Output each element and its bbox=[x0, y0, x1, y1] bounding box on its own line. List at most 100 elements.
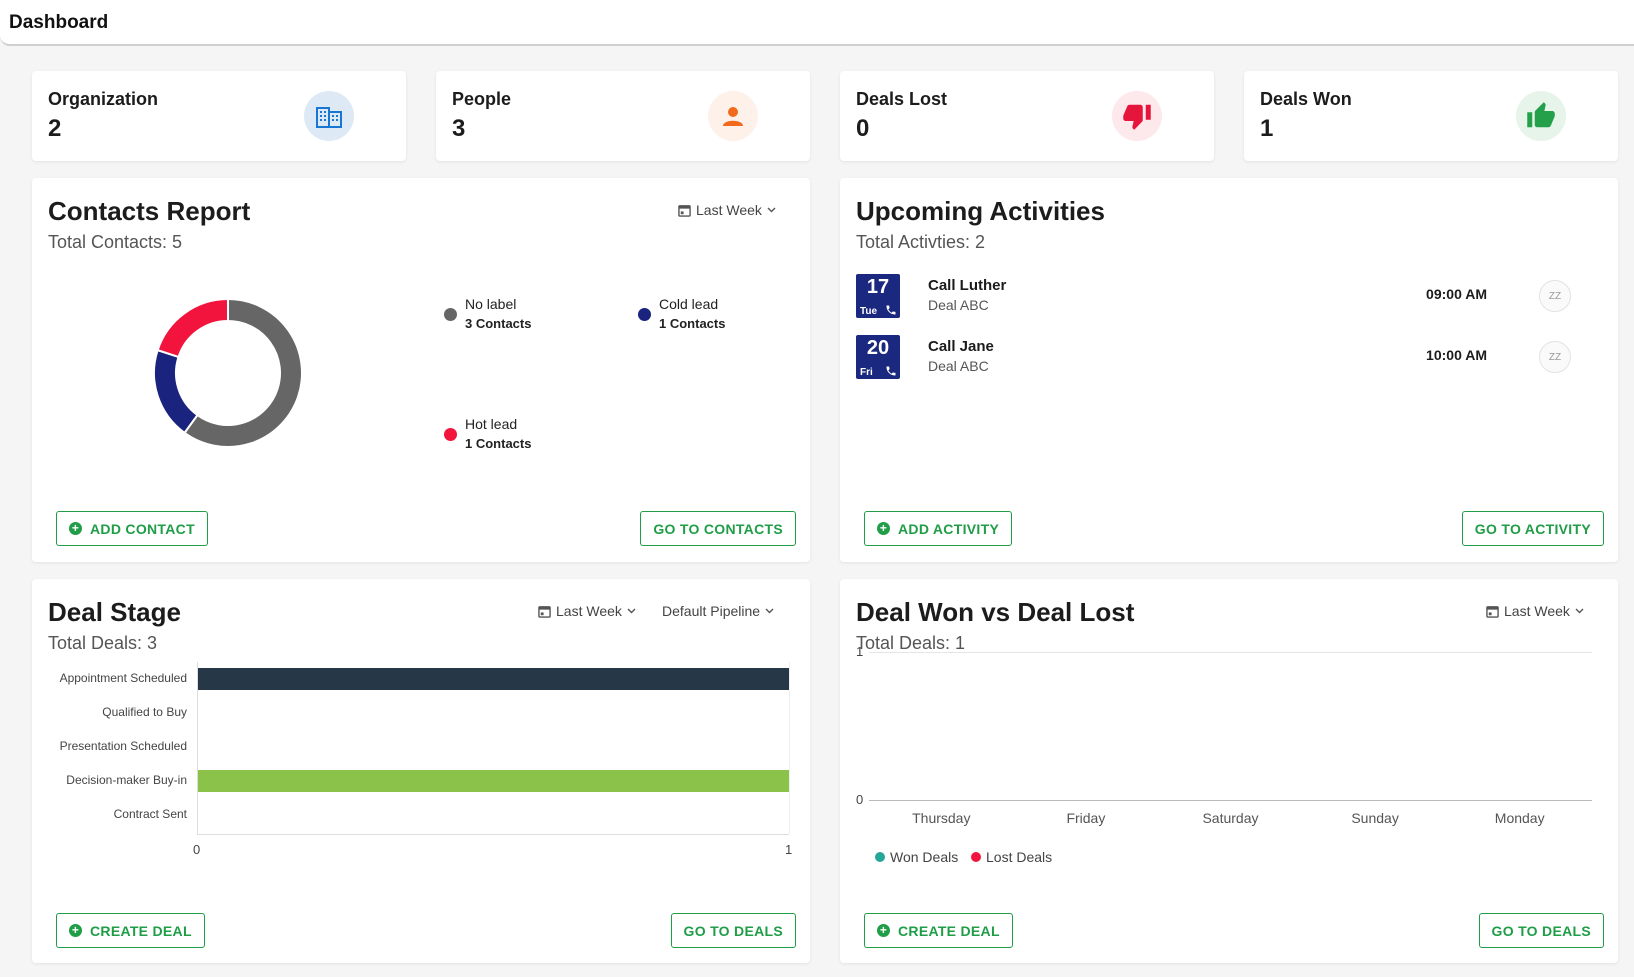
stat-label: Organization bbox=[48, 89, 159, 109]
date-filter-dropdown[interactable]: Last Week bbox=[678, 202, 776, 218]
chevron-down-icon bbox=[767, 207, 776, 213]
thumbs-up-icon bbox=[1516, 91, 1566, 141]
legend-name: Lost Deals bbox=[986, 849, 1053, 865]
x-axis-label: Monday bbox=[1494, 810, 1545, 826]
y-tick-label: 1 bbox=[856, 644, 864, 659]
legend-name: Hot lead bbox=[465, 416, 518, 432]
activity-time: 10:00 AM bbox=[1426, 347, 1487, 363]
create-deal-button[interactable]: + CREATE DEAL bbox=[56, 913, 205, 948]
deal-won-lost-line-chart: 0 1 Thursday Friday Saturday Sunday Monday Won … bbox=[840, 579, 1618, 889]
activity-name: Call Jane bbox=[928, 338, 994, 355]
snooze-button[interactable]: ZZ bbox=[1539, 341, 1571, 373]
date-filter-dropdown[interactable]: Last Week bbox=[1486, 603, 1584, 619]
legend-item[interactable]: Won Deals bbox=[875, 849, 958, 865]
donut-slice-cold-lead[interactable] bbox=[153, 348, 199, 435]
x-tick-label: 0 bbox=[193, 842, 201, 857]
donut-slice-no-label[interactable] bbox=[183, 297, 303, 448]
legend-count: 1 Contacts bbox=[659, 316, 726, 331]
calendar-icon bbox=[678, 204, 691, 217]
legend-name: Won Deals bbox=[890, 849, 959, 865]
plus-circle-icon: + bbox=[69, 522, 82, 535]
activity-item[interactable]: 17 Tue Call Luther Deal ABC 09:00 AM ZZ bbox=[856, 274, 1571, 320]
legend-dot bbox=[444, 308, 457, 321]
x-tick-label: 1 bbox=[785, 842, 793, 857]
pipeline-dropdown[interactable]: Default Pipeline bbox=[662, 603, 774, 619]
filter-label: Last Week bbox=[556, 603, 622, 619]
activity-item[interactable]: 20 Fri Call Jane Deal ABC 10:00 AM ZZ bbox=[856, 335, 1571, 381]
calendar-icon bbox=[1486, 605, 1499, 618]
stat-card-deals-lost[interactable]: Deals Lost 0 bbox=[840, 71, 1214, 161]
legend-dot bbox=[875, 852, 885, 862]
chart-gridline bbox=[869, 800, 1592, 801]
go-to-contacts-button[interactable]: GO TO CONTACTS bbox=[640, 511, 796, 546]
stat-label: People bbox=[452, 89, 512, 109]
chart-gridline bbox=[789, 662, 790, 834]
chevron-down-icon bbox=[627, 608, 636, 614]
stat-value: 0 bbox=[856, 115, 870, 142]
building-icon bbox=[304, 91, 354, 141]
x-axis-label: Friday bbox=[1066, 810, 1106, 826]
panel-subtitle: Total Deals: 3 bbox=[48, 633, 158, 653]
thumbs-down-icon bbox=[1112, 91, 1162, 141]
bar-label: Qualified to Buy bbox=[102, 705, 187, 719]
legend-dot bbox=[444, 428, 457, 441]
bar-appointment-scheduled[interactable] bbox=[198, 668, 789, 690]
chart-axis-x bbox=[197, 834, 789, 835]
deal-won-lost-panel: Deal Won vs Deal Lost Total Deals: 1 Las… bbox=[840, 579, 1618, 963]
activity-weekday: Fri bbox=[860, 367, 873, 378]
chart-axis-y bbox=[197, 662, 198, 834]
legend-item[interactable]: Lost Deals bbox=[971, 849, 1052, 865]
calendar-date-badge: 17 Tue bbox=[856, 274, 900, 318]
activity-deal: Deal ABC bbox=[928, 297, 989, 313]
plus-circle-icon: + bbox=[69, 924, 82, 937]
calendar-icon bbox=[538, 605, 551, 618]
activity-weekday: Tue bbox=[860, 306, 878, 317]
legend-dot bbox=[638, 308, 651, 321]
add-contact-button[interactable]: + ADD CONTACT bbox=[56, 511, 208, 546]
plus-circle-icon: + bbox=[877, 924, 890, 937]
go-to-deals-button[interactable]: GO TO DEALS bbox=[1478, 913, 1604, 948]
calendar-date-badge: 20 Fri bbox=[856, 335, 900, 379]
go-to-deals-button[interactable]: GO TO DEALS bbox=[670, 913, 796, 948]
stat-card-deals-won[interactable]: Deals Won 1 bbox=[1244, 71, 1618, 161]
bar-label: Presentation Scheduled bbox=[59, 739, 187, 753]
snooze-button[interactable]: ZZ bbox=[1539, 280, 1571, 312]
contacts-report-panel: Contacts Report Total Contacts: 5 Last W… bbox=[32, 178, 810, 562]
x-axis-label: Sunday bbox=[1351, 810, 1399, 826]
button-label: GO TO DEALS bbox=[1491, 922, 1591, 939]
deal-stage-bar-chart: Appointment Scheduled Qualified to Buy Pre… bbox=[32, 579, 810, 889]
create-deal-button[interactable]: + CREATE DEAL bbox=[864, 913, 1013, 948]
stat-card-people[interactable]: People 3 bbox=[436, 71, 810, 161]
bar-decision-maker-buy-in[interactable] bbox=[198, 770, 789, 792]
panel-subtitle: Total Contacts: 5 bbox=[48, 232, 183, 252]
y-tick-label: 0 bbox=[856, 792, 864, 807]
chevron-down-icon bbox=[1575, 608, 1584, 614]
legend-name: No label bbox=[465, 296, 517, 312]
button-label: ADD ACTIVITY bbox=[898, 520, 1000, 537]
go-to-activity-button[interactable]: GO TO ACTIVITY bbox=[1461, 511, 1604, 546]
deal-stage-panel: Deal Stage Total Deals: 3 Last Week Defa… bbox=[32, 579, 810, 963]
bar-label: Contract Sent bbox=[113, 807, 187, 821]
stat-value: 1 bbox=[1260, 115, 1274, 142]
person-icon bbox=[708, 91, 758, 141]
button-label: GO TO ACTIVITY bbox=[1474, 520, 1591, 537]
phone-icon bbox=[886, 366, 896, 376]
bar-label: Decision-maker Buy-in bbox=[66, 773, 187, 787]
date-filter-dropdown[interactable]: Last Week bbox=[538, 603, 636, 619]
activity-name: Call Luther bbox=[928, 277, 1007, 294]
panel-subtitle: Total Activties: 2 bbox=[856, 232, 986, 252]
chevron-down-icon bbox=[765, 608, 774, 614]
filter-label: Last Week bbox=[1504, 603, 1570, 619]
activity-day: 17 bbox=[866, 276, 890, 298]
pipeline-label: Default Pipeline bbox=[662, 603, 761, 619]
donut-slice-hot-lead[interactable] bbox=[156, 297, 229, 359]
stat-card-organization[interactable]: Organization 2 bbox=[32, 71, 406, 161]
activity-day: 20 bbox=[866, 337, 890, 359]
stat-label: Deals Won bbox=[1260, 89, 1352, 109]
panel-subtitle: Total Deals: 1 bbox=[856, 633, 966, 653]
button-label: CREATE DEAL bbox=[898, 922, 1000, 939]
legend-name: Cold lead bbox=[659, 296, 719, 312]
phone-icon bbox=[886, 305, 896, 315]
add-activity-button[interactable]: + ADD ACTIVITY bbox=[864, 511, 1013, 546]
x-axis-label: Thursday bbox=[912, 810, 971, 826]
